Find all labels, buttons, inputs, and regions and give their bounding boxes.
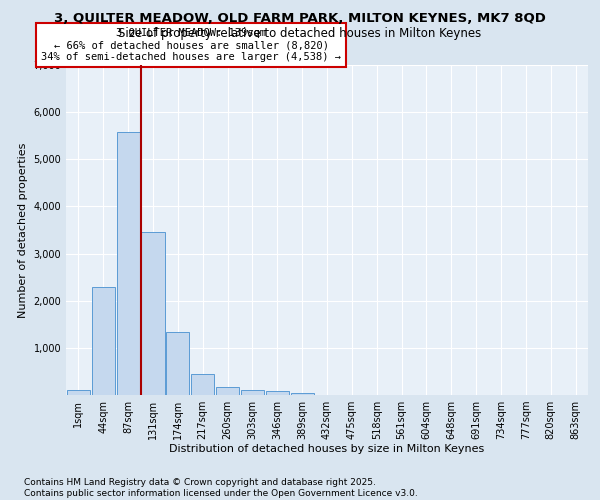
Bar (92, 286, 115, 395)
Bar (166, 332, 190, 395)
Bar (116, 132, 140, 395)
Bar (290, 393, 314, 395)
Bar (67, 390, 90, 395)
Text: 3, QUILTER MEADOW, OLD FARM PARK, MILTON KEYNES, MK7 8QD: 3, QUILTER MEADOW, OLD FARM PARK, MILTON… (54, 12, 546, 26)
Bar (266, 392, 289, 395)
Text: 3 QUILTER MEADOW: 139sqm
← 66% of detached houses are smaller (8,820)
34% of sem: 3 QUILTER MEADOW: 139sqm ← 66% of detach… (41, 28, 341, 62)
Bar (142, 232, 164, 395)
Text: Contains HM Land Registry data © Crown copyright and database right 2025.
Contai: Contains HM Land Registry data © Crown c… (24, 478, 418, 498)
Text: Size of property relative to detached houses in Milton Keynes: Size of property relative to detached ho… (118, 28, 482, 40)
Bar (216, 387, 239, 395)
Bar (191, 374, 214, 395)
Y-axis label: Number of detached properties: Number of detached properties (18, 142, 28, 318)
Bar (241, 390, 264, 395)
X-axis label: Distribution of detached houses by size in Milton Keynes: Distribution of detached houses by size … (169, 444, 485, 454)
